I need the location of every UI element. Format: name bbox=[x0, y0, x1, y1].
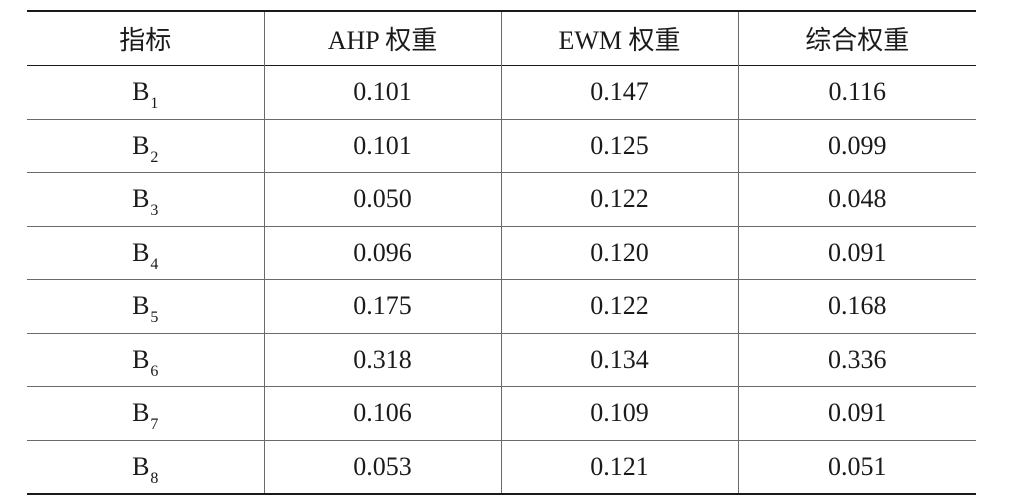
ewm-weight-cell: 0.109 bbox=[500, 386, 738, 440]
table-row: B7 0.106 0.109 0.091 bbox=[27, 386, 976, 441]
table-row: B6 0.318 0.134 0.336 bbox=[27, 333, 976, 387]
combined-weight-cell: 0.336 bbox=[737, 333, 976, 387]
combined-weight-cell: 0.091 bbox=[737, 226, 976, 280]
combined-weight-cell: 0.168 bbox=[737, 279, 976, 333]
ahp-weight-cell: 0.053 bbox=[263, 440, 501, 494]
weights-table-container: 指标 AHP 权重 EWM 权重 综合权重 B1 0.101 0.147 0.1… bbox=[27, 10, 976, 495]
indicator-cell: B5 bbox=[27, 280, 264, 334]
header-ewm-weight: EWM 权重 bbox=[500, 11, 738, 66]
indicator-letter: B bbox=[132, 291, 150, 321]
header-indicator: 指标 bbox=[119, 26, 172, 55]
header-row: 指标 AHP 权重 EWM 权重 综合权重 bbox=[27, 11, 976, 66]
ewm-weight-cell: 0.122 bbox=[500, 172, 738, 226]
ewm-weight-cell: 0.121 bbox=[500, 440, 738, 494]
indicator-cell: B4 bbox=[27, 226, 264, 280]
indicator-letter: B bbox=[132, 130, 150, 160]
indicator-subscript: 4 bbox=[150, 255, 159, 273]
indicator-subscript: 8 bbox=[150, 469, 159, 487]
indicator-cell: B3 bbox=[27, 173, 264, 227]
table-row: B5 0.175 0.122 0.168 bbox=[27, 279, 976, 334]
header-ahp-weight: AHP 权重 bbox=[263, 11, 501, 66]
indicator-letter: B bbox=[132, 344, 150, 374]
combined-weight-cell: 0.051 bbox=[737, 440, 976, 494]
ewm-weight-cell: 0.122 bbox=[500, 279, 738, 333]
weights-table: 指标 AHP 权重 EWM 权重 综合权重 B1 0.101 0.147 0.1… bbox=[27, 10, 976, 495]
table-row: B1 0.101 0.147 0.116 bbox=[27, 65, 976, 120]
indicator-cell: B2 bbox=[27, 119, 264, 173]
indicator-subscript: 2 bbox=[150, 148, 159, 166]
indicator-letter: B bbox=[132, 237, 150, 267]
combined-weight-cell: 0.048 bbox=[737, 172, 976, 226]
ewm-weight-cell: 0.120 bbox=[500, 226, 738, 280]
ahp-weight-cell: 0.101 bbox=[263, 65, 501, 119]
combined-weight-cell: 0.091 bbox=[737, 386, 976, 440]
indicator-subscript: 1 bbox=[150, 95, 159, 113]
ewm-weight-cell: 0.125 bbox=[500, 119, 738, 173]
table-row: B4 0.096 0.120 0.091 bbox=[27, 226, 976, 280]
ewm-weight-cell: 0.147 bbox=[500, 65, 738, 119]
indicator-subscript: 6 bbox=[150, 362, 159, 380]
indicator-letter: B bbox=[132, 184, 150, 214]
ahp-weight-cell: 0.318 bbox=[263, 333, 501, 387]
indicator-letter: B bbox=[132, 398, 150, 428]
indicator-subscript: 7 bbox=[150, 416, 159, 434]
indicator-cell: B8 bbox=[27, 440, 264, 494]
table-row: B2 0.101 0.125 0.099 bbox=[27, 119, 976, 173]
ahp-weight-cell: 0.101 bbox=[263, 119, 501, 173]
indicator-letter: B bbox=[132, 77, 150, 107]
indicator-subscript: 3 bbox=[150, 202, 159, 220]
table-row: B3 0.050 0.122 0.048 bbox=[27, 172, 976, 227]
header-combined-weight: 综合权重 bbox=[737, 11, 976, 66]
indicator-cell: B6 bbox=[27, 333, 264, 387]
ahp-weight-cell: 0.050 bbox=[263, 172, 501, 226]
combined-weight-cell: 0.116 bbox=[737, 65, 976, 119]
indicator-cell: B7 bbox=[27, 387, 264, 441]
indicator-subscript: 5 bbox=[150, 309, 159, 327]
ewm-weight-cell: 0.134 bbox=[500, 333, 738, 387]
indicator-cell: B1 bbox=[27, 66, 264, 120]
ahp-weight-cell: 0.096 bbox=[263, 226, 501, 280]
ahp-weight-cell: 0.175 bbox=[263, 279, 501, 333]
ahp-weight-cell: 0.106 bbox=[263, 386, 501, 440]
table-row: B8 0.053 0.121 0.051 bbox=[27, 440, 976, 494]
indicator-letter: B bbox=[132, 451, 150, 481]
combined-weight-cell: 0.099 bbox=[737, 119, 976, 173]
